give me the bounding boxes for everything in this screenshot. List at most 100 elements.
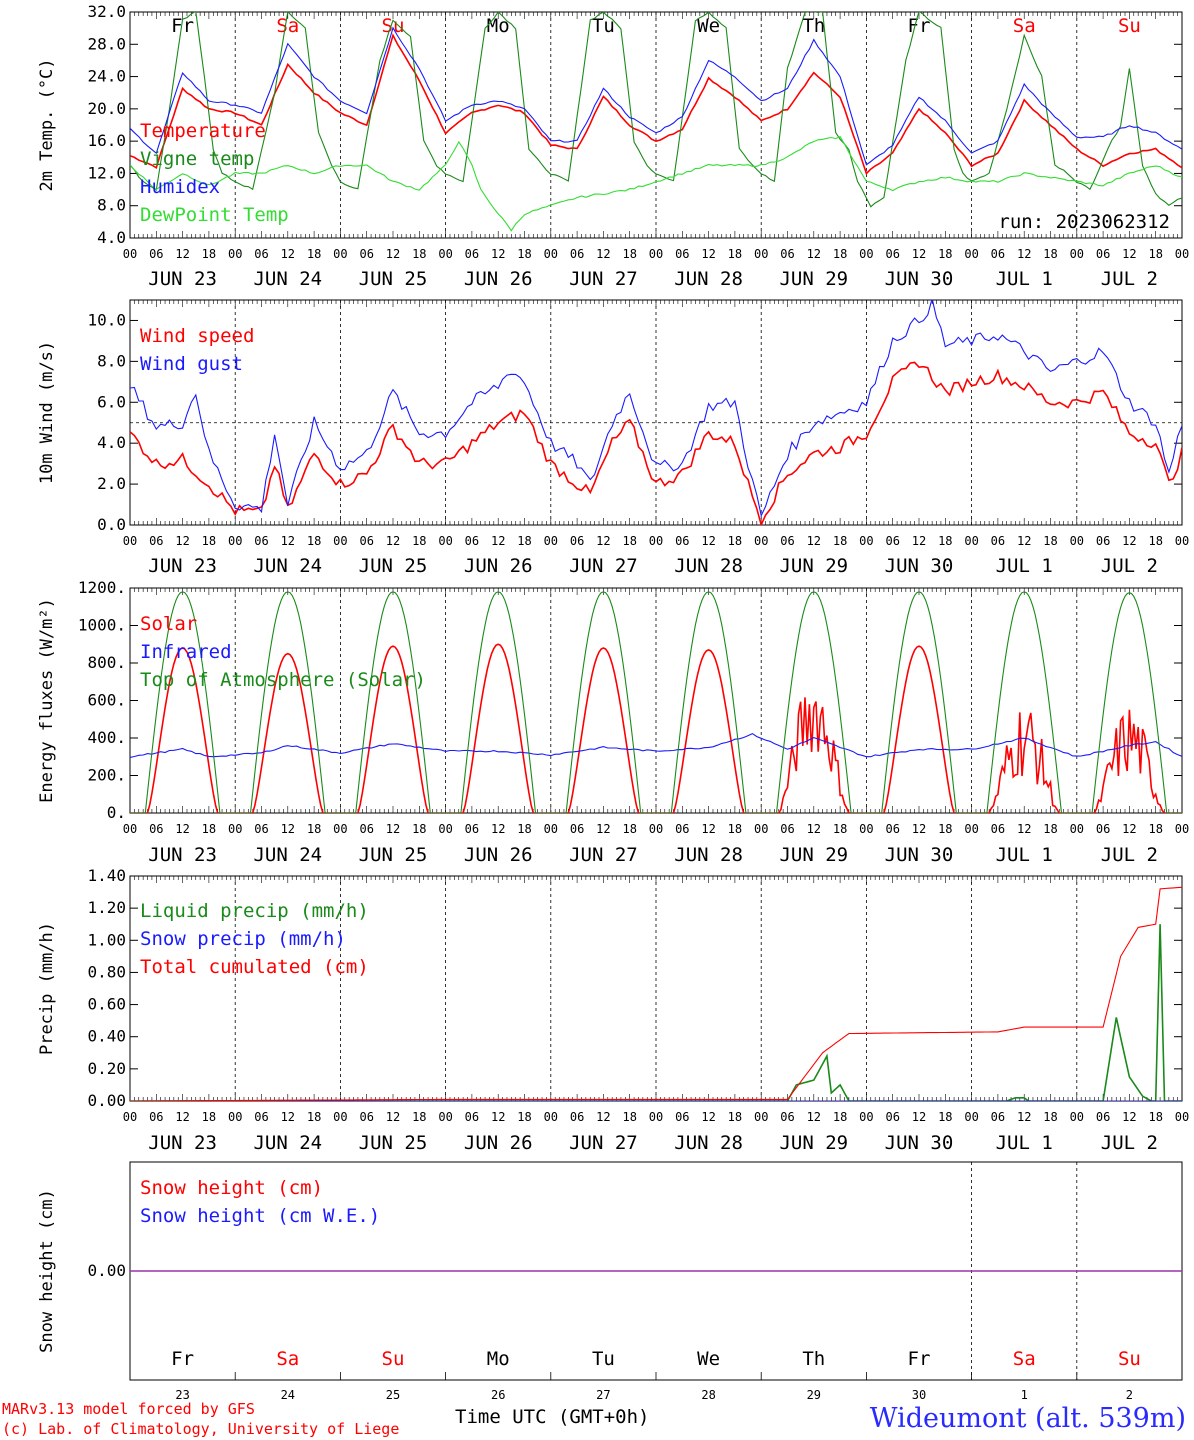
hour-tick-label: 12	[1122, 822, 1136, 836]
hour-tick-label: 18	[307, 534, 321, 548]
y-tick-label: 24.0	[87, 67, 126, 86]
hour-tick-label: 12	[281, 822, 295, 836]
legend-entry: Wind speed	[140, 325, 254, 347]
hour-tick-label: 06	[149, 534, 163, 548]
hour-tick-label: 18	[833, 534, 847, 548]
y-tick-label: 0.20	[87, 1059, 126, 1078]
series-line-wind-speed	[130, 361, 1182, 525]
date-label: JUN 23	[148, 844, 217, 866]
day-name: Fr	[171, 15, 194, 37]
hour-tick-label: 12	[175, 822, 189, 836]
day-name: Tu	[592, 15, 615, 37]
plot-frame	[129, 587, 1183, 814]
y-tick-label: 6.0	[97, 392, 126, 411]
date-label: JUN 25	[359, 1132, 428, 1154]
y-tick-label: 8.0	[97, 351, 126, 370]
day-name: Sa	[1013, 15, 1036, 37]
hour-tick-label: 06	[885, 247, 899, 261]
hour-tick-label: 12	[175, 534, 189, 548]
hour-tick-label: 00	[1175, 247, 1189, 261]
day-name: We	[697, 15, 720, 37]
day-number: 2	[1126, 1388, 1133, 1402]
hour-tick-label: 06	[149, 1110, 163, 1124]
hour-tick-label: 12	[491, 1110, 505, 1124]
legend-entry: Liquid precip (mm/h)	[140, 900, 369, 922]
hour-tick-label: 18	[622, 1110, 636, 1124]
y-tick-label: 1000.	[78, 616, 126, 635]
y-tick-label: 0.60	[87, 995, 126, 1014]
hour-tick-label: 06	[675, 247, 689, 261]
y-tick-label: 600.	[87, 691, 126, 710]
date-label: JUN 24	[253, 844, 322, 866]
legend-entry: Total cumulated (cm)	[140, 956, 369, 978]
hour-tick-label: 00	[859, 534, 873, 548]
hour-tick-label: 06	[991, 247, 1005, 261]
date-label: JUN 26	[464, 555, 533, 577]
hour-tick-label: 00	[964, 1110, 978, 1124]
day-number: 30	[912, 1388, 926, 1402]
hour-tick-label: 06	[359, 1110, 373, 1124]
y-tick-label: 1.00	[87, 930, 126, 949]
hour-tick-label: 06	[359, 822, 373, 836]
hour-tick-label: 18	[622, 822, 636, 836]
date-label: JUN 27	[569, 1132, 638, 1154]
hour-tick-label: 12	[175, 247, 189, 261]
hour-tick-label: 00	[964, 247, 978, 261]
hour-tick-label: 06	[780, 1110, 794, 1124]
series-line-top-of-atmosphere-solar	[130, 591, 1182, 813]
day-number: 23	[175, 1388, 189, 1402]
hour-tick-label: 18	[622, 247, 636, 261]
legend-entry: Snow height (cm W.E.)	[140, 1205, 380, 1227]
hour-tick-label: 00	[438, 822, 452, 836]
date-label: JUN 29	[779, 1132, 848, 1154]
date-label: JUN 30	[885, 268, 954, 290]
hour-tick-label: 00	[438, 1110, 452, 1124]
day-name: Su	[1118, 15, 1141, 37]
hour-tick-label: 06	[1096, 1110, 1110, 1124]
hour-tick-label: 06	[149, 247, 163, 261]
hour-tick-label: 12	[1017, 1110, 1031, 1124]
hour-tick-label: 06	[780, 247, 794, 261]
hour-tick-label: 18	[728, 822, 742, 836]
y-tick-label: 0.	[107, 803, 126, 822]
hour-tick-label: 00	[123, 822, 137, 836]
date-label: JUN 29	[779, 555, 848, 577]
day-number: 28	[701, 1388, 715, 1402]
date-label: JUN 26	[464, 844, 533, 866]
legend-entry: Snow precip (mm/h)	[140, 928, 346, 950]
hour-tick-label: 18	[1043, 534, 1057, 548]
hour-tick-label: 00	[544, 1110, 558, 1124]
date-label: JUN 24	[253, 1132, 322, 1154]
hour-tick-label: 18	[202, 247, 216, 261]
date-label: JUN 28	[674, 844, 743, 866]
hour-tick-label: 00	[544, 822, 558, 836]
panel-3: 0. 200. 400. 600. 800. 1000. 1200. Energy fluxe…	[37, 578, 1189, 866]
series-group	[130, 591, 1182, 813]
y-tick-label: 200.	[87, 766, 126, 785]
date-label: JUN 28	[674, 1132, 743, 1154]
y-tick-label: 1200.	[78, 578, 126, 597]
plot-frame	[129, 299, 1183, 526]
hour-tick-label: 12	[596, 822, 610, 836]
y-tick-label: 0.00	[87, 1091, 126, 1110]
hour-tick-label: 00	[964, 822, 978, 836]
hour-tick-label: 06	[570, 822, 584, 836]
hour-tick-label: 18	[938, 822, 952, 836]
hour-tick-label: 18	[202, 534, 216, 548]
run-label: run: 2023062312	[998, 211, 1170, 233]
hour-tick-label: 06	[1096, 822, 1110, 836]
y-axis-title: Snow height (cm)	[37, 1189, 57, 1353]
date-label: JUN 28	[674, 555, 743, 577]
day-name: We	[697, 1348, 720, 1370]
y-tick-label: 28.0	[87, 34, 126, 53]
hour-tick-label: 18	[938, 1110, 952, 1124]
y-tick-label: 0.40	[87, 1027, 126, 1046]
legend-entry: Snow height (cm)	[140, 1177, 323, 1199]
series-line-temperature	[130, 33, 1182, 175]
y-tick-label: 0.80	[87, 962, 126, 981]
hour-tick-label: 00	[1070, 1110, 1084, 1124]
date-label: JUN 23	[148, 268, 217, 290]
hour-tick-label: 12	[701, 1110, 715, 1124]
date-label: JUN 30	[885, 555, 954, 577]
hour-tick-label: 12	[701, 822, 715, 836]
